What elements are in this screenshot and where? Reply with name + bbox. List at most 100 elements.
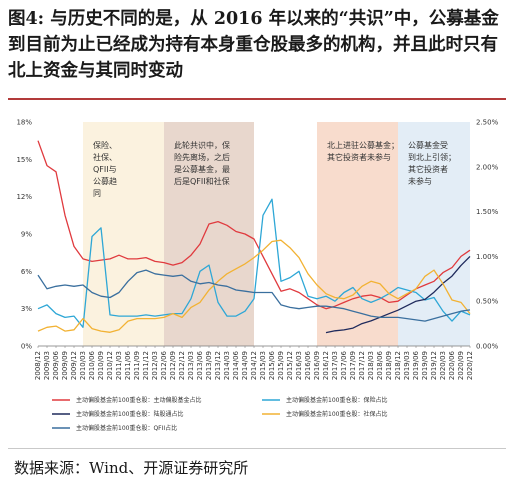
shaded-period-1-line-1: 保险、	[93, 140, 117, 150]
x-tick-label: 2011/03	[115, 351, 123, 380]
series-lines	[37, 140, 471, 334]
chart-legend: 主动偏股基金前100重仓股：主动偏股基金占比 主动偏股基金前100重仓股：保险占比…	[52, 396, 387, 432]
shaded-period-4	[398, 122, 470, 346]
y-left-tick-label: 15%	[16, 156, 32, 164]
x-tick-label: 2019/03	[403, 351, 411, 380]
x-tick-label: 2009/09	[61, 351, 69, 380]
x-tick-label: 2009/03	[43, 351, 51, 380]
x-tick-label: 2017/03	[331, 351, 339, 380]
x-tick-label: 2009/12	[70, 351, 78, 380]
legend-label-5: 主动偏股基金前100重仓股：QFII占比	[76, 424, 177, 432]
x-tick-label: 2015/06	[268, 350, 276, 380]
x-tick-label: 2014/06	[232, 350, 240, 380]
x-tick-label: 2011/09	[133, 351, 141, 380]
source-note: 数据来源：Wind、开源证券研究所	[14, 459, 249, 477]
series-line-3	[325, 255, 471, 334]
shaded-periods	[83, 122, 470, 346]
x-tick-label: 2012/03	[151, 351, 159, 380]
x-tick-label: 2020/12	[466, 351, 474, 380]
y-right-tick-label: 0.50%	[476, 298, 499, 306]
x-tick-label: 2013/12	[214, 351, 222, 380]
x-tick-label: 2016/06	[304, 350, 312, 380]
shaded-period-3	[317, 122, 398, 346]
x-tick-label: 2017/06	[340, 350, 348, 380]
x-tick-label: 2015/03	[259, 351, 267, 380]
x-tick-label: 2016/03	[295, 351, 303, 380]
x-tick-label: 2014/12	[250, 351, 258, 380]
x-tick-label: 2013/09	[205, 351, 213, 380]
shaded-period-3-line-2: 其它投资者未参与	[327, 152, 391, 162]
x-tick-label: 2011/12	[142, 351, 150, 380]
x-tick-label: 2012/09	[169, 351, 177, 380]
series-line-5	[37, 269, 471, 322]
x-tick-label: 2013/06	[196, 350, 204, 380]
shaded-period-4-line-3: 其它投资者	[408, 164, 448, 174]
legend-label-1: 主动偏股基金前100重仓股：主动偏股基金占比	[76, 396, 201, 404]
source-divider	[8, 448, 506, 449]
x-tick-label: 2015/09	[277, 351, 285, 380]
x-tick-label: 2016/09	[313, 351, 321, 380]
x-tick-label: 2020/09	[457, 351, 465, 380]
x-tick-label: 2010/06	[88, 350, 96, 380]
x-tick-label: 2019/12	[430, 351, 438, 380]
figure-title: 图4: 与历史不同的是，从 2016 年以来的“共识”中，公募基金到目前为止已经…	[8, 6, 506, 84]
y-left-tick-label: 3%	[21, 305, 32, 313]
y-right-tick-label: 2.50%	[476, 119, 499, 127]
figure-label: 图4:	[8, 9, 45, 29]
y-left-tick-label: 12%	[16, 193, 32, 201]
shaded-period-4-line-2: 到北上引领；	[408, 152, 456, 162]
x-tick-label: 2018/12	[394, 351, 402, 380]
legend-label-3: 主动偏股基金前100重仓股：陆股通占比	[76, 410, 183, 418]
series-line-2	[37, 198, 471, 328]
x-tick-label: 2016/12	[322, 351, 330, 380]
figure-title-text: 与历史不同的是，从 2016 年以来的“共识”中，公募基金到目前为止已经成为持有…	[8, 9, 499, 81]
x-tick-label: 2017/12	[358, 351, 366, 380]
x-tick-label: 2015/12	[286, 351, 294, 380]
y-left-tick-label: 6%	[21, 268, 32, 276]
x-tick-label: 2019/06	[412, 350, 420, 380]
shaded-period-2	[164, 122, 254, 346]
x-tick-label: 2012/12	[178, 351, 186, 380]
x-tick-label: 2018/06	[376, 350, 384, 380]
legend-label-2: 主动偏股基金前100重仓股：保险占比	[286, 396, 387, 404]
y-right-tick-label: 1.00%	[476, 253, 499, 261]
shaded-period-1-line-2: 社保、	[93, 152, 117, 162]
y-left-tick-label: 9%	[21, 231, 32, 239]
shaded-period-4-line-1: 公募基金受	[408, 140, 448, 150]
shaded-period-1	[83, 122, 164, 346]
chart-axes: 0% 3% 6% 9% 12% 15% 18% 0.00% 0.50% 1.00% 1.50% 2.0…	[16, 119, 498, 381]
x-tick-label: 2014/09	[241, 351, 249, 380]
x-tick-label: 2010/03	[79, 351, 87, 380]
x-tick-label: 2013/03	[187, 351, 195, 380]
shaded-period-1-line-4: 公募趋	[93, 176, 117, 186]
x-tick-label: 2018/09	[385, 351, 393, 380]
x-tick-label: 2012/06	[160, 350, 168, 380]
y-left-tick-label: 0%	[21, 343, 32, 351]
shaded-period-2-line-3: 是公募基金，最	[174, 164, 230, 174]
title-divider	[8, 98, 506, 100]
x-tick-label: 2011/06	[124, 350, 132, 380]
x-tick-label: 2020/06	[448, 350, 456, 380]
x-tick-label: 2010/12	[106, 351, 114, 380]
x-tick-label: 2018/03	[367, 351, 375, 380]
series-line-4	[37, 239, 471, 333]
shaded-period-2-line-4: 后是QFII和社保	[174, 176, 230, 186]
y-left-tick-label: 18%	[16, 119, 32, 127]
series-line-1	[37, 140, 471, 310]
shaded-period-1-line-3: QFII与	[93, 165, 117, 174]
x-tick-label: 2017/09	[349, 351, 357, 380]
x-tick-label: 2008/12	[34, 351, 42, 380]
y-right-tick-label: 2.00%	[476, 163, 499, 171]
x-tick-label: 2009/06	[52, 350, 60, 380]
shaded-period-1-line-5: 同	[93, 189, 101, 198]
y-right-tick-label: 0.00%	[476, 343, 499, 351]
x-tick-label: 2020/03	[439, 351, 447, 380]
x-tick-label: 2019/09	[421, 351, 429, 380]
x-tick-label: 2010/09	[97, 351, 105, 380]
shaded-period-4-line-4: 未参与	[408, 176, 432, 186]
x-tick-label: 2014/03	[223, 351, 231, 380]
shaded-period-2-line-2: 险先离场，之后	[174, 152, 230, 162]
shaded-period-3-line-1: 北上进驻公募基金；	[327, 140, 399, 150]
